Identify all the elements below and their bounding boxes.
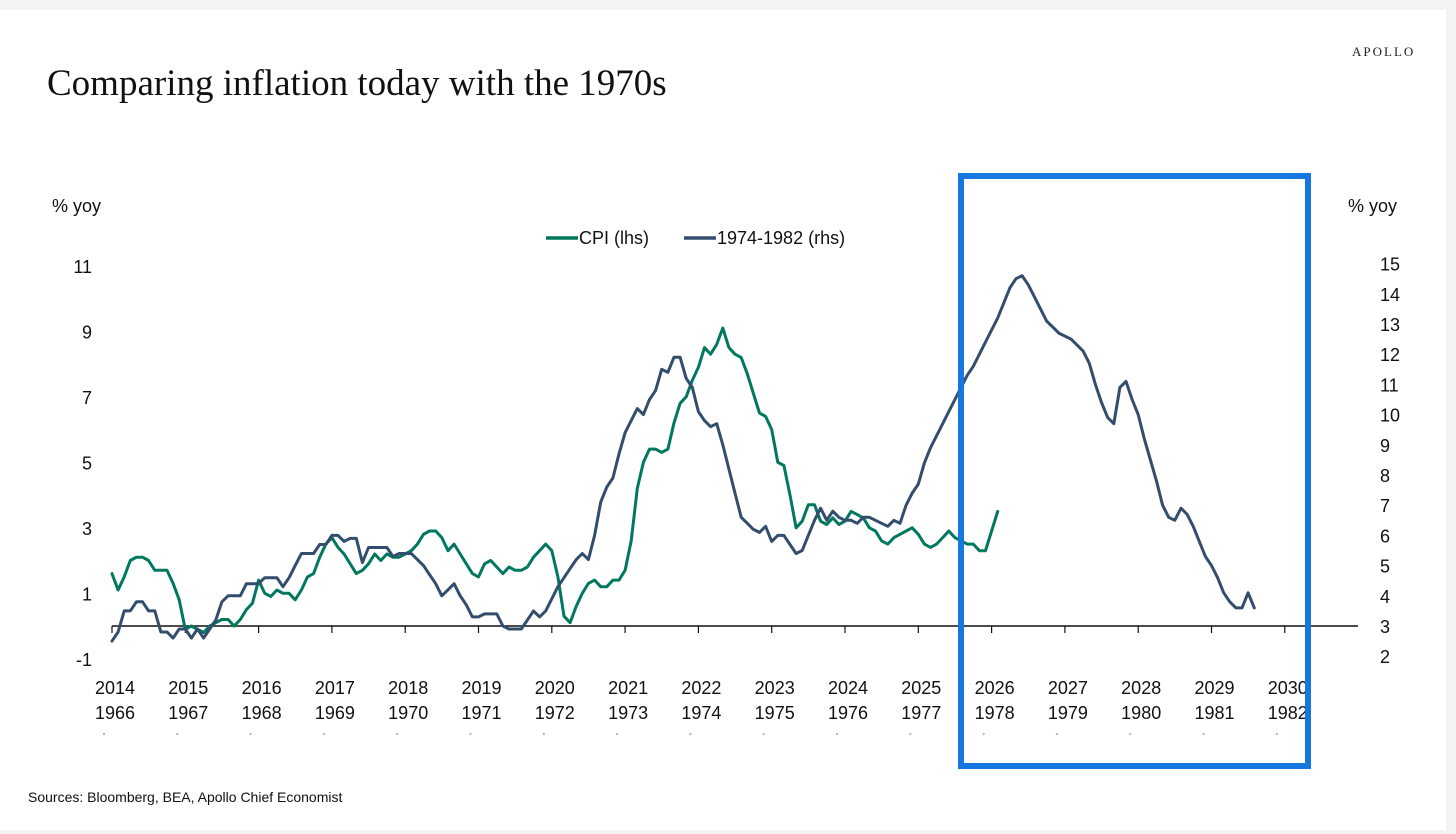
right-tick-label: 11 (1380, 375, 1399, 395)
x-minor-dot (102, 732, 106, 736)
x-tick-label-top: 2023 (755, 678, 795, 698)
right-tick-label: 7 (1380, 496, 1390, 516)
x-tick-label-top: 2030 (1268, 678, 1308, 698)
right-tick-label: 15 (1380, 255, 1400, 275)
x-tick-label-top: 2026 (975, 678, 1015, 698)
x-tick-label-top: 2028 (1121, 678, 1161, 698)
x-tick-label-top: 2017 (315, 678, 355, 698)
right-tick-label: 10 (1380, 406, 1400, 426)
x-tick-label-top: 2014 (95, 678, 135, 698)
x-tick-label-bottom: 1970 (388, 703, 428, 723)
right-tick-label: 8 (1380, 466, 1390, 486)
x-tick-label-bottom: 1981 (1194, 703, 1234, 723)
x-minor-dot (982, 732, 985, 736)
x-tick-label-top: 2027 (1048, 678, 1088, 698)
x-minor-dot (542, 732, 545, 736)
right-tick-label: 6 (1380, 526, 1390, 546)
left-tick-label: 3 (82, 519, 92, 539)
x-tick-label-bottom: 1975 (755, 703, 795, 723)
legend-item-cpi: CPI (lhs) (546, 228, 649, 248)
x-tick-label-top: 2018 (388, 678, 428, 698)
legend-label: 1974-1982 (rhs) (717, 228, 845, 248)
x-tick-label-top: 2025 (901, 678, 941, 698)
x-tick-label-bottom: 1973 (608, 703, 648, 723)
x-tick-label-bottom: 1966 (95, 703, 135, 723)
right-tick-label: 9 (1380, 436, 1390, 456)
x-tick-label-bottom: 1977 (901, 703, 941, 723)
x-tick-label-top: 2024 (828, 678, 868, 698)
left-tick-label: 9 (82, 322, 92, 342)
x-tick-label-top: 2021 (608, 678, 648, 698)
left-tick-label: 1 (82, 584, 92, 604)
x-tick-label-top: 2019 (461, 678, 501, 698)
brand-logo: APOLLO (1352, 44, 1416, 59)
x-tick-label-top: 2029 (1194, 678, 1234, 698)
x-tick-label-top: 2020 (535, 678, 575, 698)
x-tick-label-bottom: 1982 (1268, 703, 1308, 723)
x-minor-dot (615, 732, 619, 736)
left-tick-label: 11 (73, 257, 92, 277)
chart-title: Comparing inflation today with the 1970s (47, 63, 667, 104)
x-minor-dot (1202, 732, 1205, 736)
x-tick-label-bottom: 1979 (1048, 703, 1088, 723)
right-tick-label: 14 (1380, 285, 1400, 305)
x-minor-dot (1275, 732, 1279, 736)
x-tick-label-bottom: 1971 (461, 703, 501, 723)
legend-item-1974-1982: 1974-1982 (rhs) (684, 228, 845, 248)
x-tick-label-top: 2016 (242, 678, 282, 698)
x-tick-label-bottom: 1972 (535, 703, 575, 723)
right-axis-label: % yoy (1348, 196, 1397, 216)
left-tick-label: 5 (82, 453, 92, 473)
left-axis-label: % yoy (52, 196, 101, 216)
x-tick-label-bottom: 1967 (168, 703, 208, 723)
x-tick-label-bottom: 1980 (1121, 703, 1161, 723)
x-minor-dot (689, 732, 692, 736)
source-note: Sources: Bloomberg, BEA, Apollo Chief Ec… (28, 789, 343, 805)
x-minor-dot (322, 732, 326, 736)
x-minor-dot (909, 732, 912, 736)
series-line-1974-1982 (110, 274, 1256, 643)
x-minor-dot (1055, 732, 1059, 736)
right-tick-label: 13 (1380, 315, 1400, 335)
x-minor-dot (762, 732, 765, 736)
x-minor-dot (176, 732, 179, 736)
left-tick-label: 7 (82, 388, 92, 408)
right-tick-label: 3 (1380, 617, 1390, 637)
x-tick-label-bottom: 1969 (315, 703, 355, 723)
x-minor-dot (396, 732, 399, 736)
right-tick-label: 4 (1380, 587, 1390, 607)
series-group (110, 274, 1256, 643)
x-minor-dot (835, 732, 839, 736)
x-minor-dot (249, 732, 252, 736)
x-tick-label-bottom: 1974 (681, 703, 721, 723)
x-minor-dot (1129, 732, 1132, 736)
left-tick-label: -1 (76, 650, 92, 670)
x-tick-label-top: 2015 (168, 678, 208, 698)
legend: CPI (lhs) 1974-1982 (rhs) (546, 228, 845, 248)
x-tick-label-bottom: 1978 (975, 703, 1015, 723)
right-tick-label: 5 (1380, 557, 1390, 577)
axes: % yoy % yoy 11 9 7 5 3 1 -1 15 14 13 12 11 10 9 8 7 6 5 4 3 2 2… (52, 196, 1400, 736)
legend-label: CPI (lhs) (579, 228, 649, 248)
right-tick-label: 2 (1380, 647, 1390, 667)
x-tick-label-bottom: 1976 (828, 703, 868, 723)
x-minor-dot (469, 732, 472, 736)
right-tick-label: 12 (1380, 345, 1400, 365)
x-tick-label-bottom: 1968 (242, 703, 282, 723)
chart-card (0, 10, 1446, 830)
highlight-box (958, 173, 1311, 769)
x-tick-label-top: 2022 (681, 678, 721, 698)
